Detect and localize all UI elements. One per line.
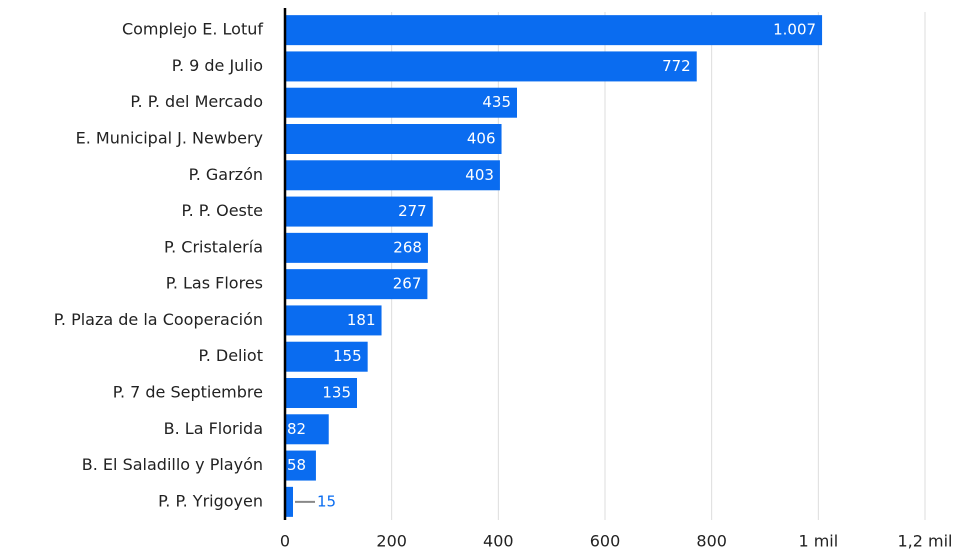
bar (285, 15, 823, 46)
y-tick-label: E. Municipal J. Newbery (76, 129, 263, 148)
x-tick-label: 0 (280, 532, 290, 550)
y-tick-label: P. P. Oeste (181, 201, 263, 220)
bar (285, 87, 517, 118)
bar (285, 232, 428, 263)
value-label: 403 (465, 166, 494, 184)
x-tick-label: 800 (696, 532, 727, 550)
value-label: 277 (398, 202, 427, 220)
y-tick-label: P. Plaza de la Cooperación (54, 310, 263, 329)
value-label: 267 (393, 275, 422, 293)
y-tick-label: B. El Saladillo y Playón (82, 455, 263, 474)
bar (285, 341, 368, 372)
y-tick-label: P. 9 de Julio (172, 56, 263, 75)
value-label: 181 (347, 311, 376, 329)
y-tick-label: P. Deliot (199, 346, 263, 365)
y-tick-label: Complejo E. Lotuf (122, 20, 263, 39)
y-tick-label: P. Las Flores (166, 274, 263, 293)
y-tick-label: P. Cristalería (164, 237, 263, 256)
x-tick-label: 200 (376, 532, 407, 550)
value-label: 155 (333, 347, 362, 365)
y-tick-label: B. La Florida (164, 419, 263, 438)
y-tick-label: P. Garzón (189, 165, 263, 184)
value-label: 268 (393, 238, 422, 256)
y-tick-label: P. P. del Mercado (130, 92, 263, 111)
value-label: 772 (662, 57, 691, 75)
bar (285, 124, 502, 154)
value-label: 435 (482, 93, 511, 111)
value-label: 406 (467, 130, 496, 148)
bar (285, 269, 428, 300)
y-tick-label: P. P. Yrigoyen (158, 491, 263, 510)
bar (285, 414, 329, 445)
value-label: 82 (287, 420, 306, 438)
bar (285, 378, 357, 408)
bar (285, 305, 382, 336)
bar (285, 450, 316, 481)
value-label: 58 (287, 456, 306, 474)
bar (285, 160, 500, 191)
value-label: 135 (322, 384, 351, 402)
value-label: 1.007 (773, 21, 816, 39)
bar (285, 196, 433, 227)
y-tick-label: P. 7 de Septiembre (113, 383, 263, 402)
x-tick-label: 600 (590, 532, 621, 550)
bar (285, 486, 293, 517)
bar (285, 51, 697, 82)
x-tick-label: 1 mil (798, 532, 838, 550)
value-label: 15 (317, 492, 336, 510)
x-tick-label: 400 (483, 532, 514, 550)
x-tick-label: 1,2 mil (897, 532, 952, 550)
